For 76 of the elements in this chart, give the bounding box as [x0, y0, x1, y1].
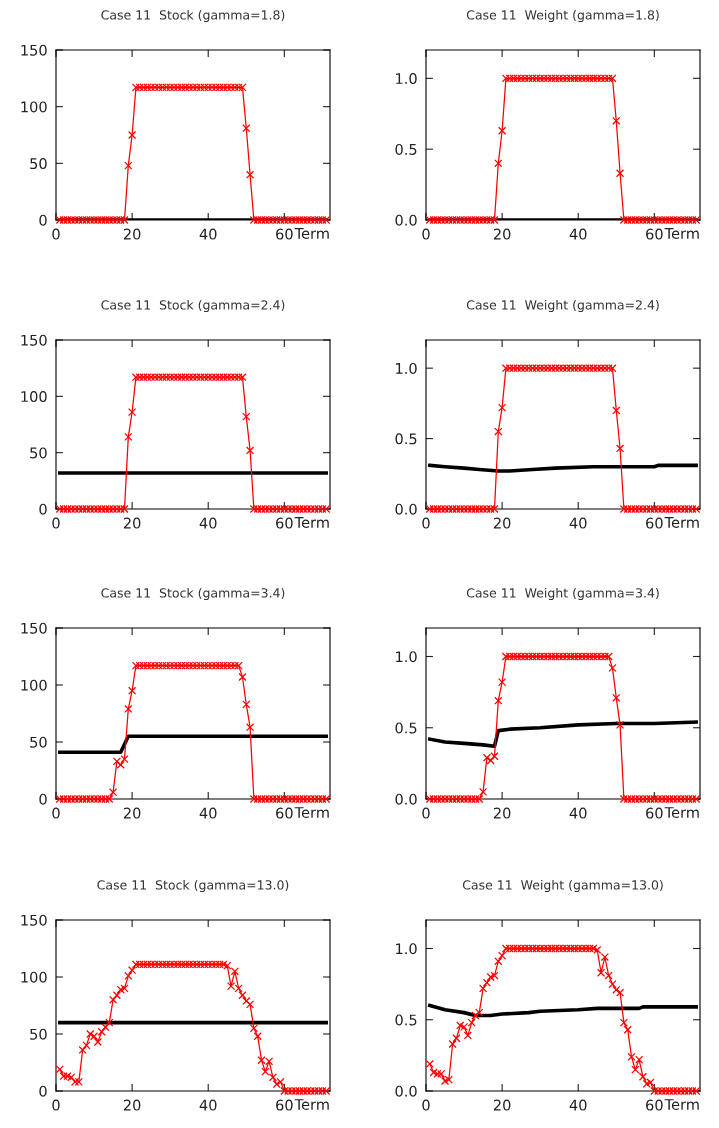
- x-tick-label: 40: [569, 517, 587, 529]
- x-tick-label: 60: [646, 228, 663, 240]
- chart-title: Case 11 Weight (gamma=13.0): [462, 879, 663, 893]
- x-axis-title: Term: [664, 807, 699, 818]
- x-axis-title: Term: [294, 1099, 329, 1110]
- x-tick-label: 0: [52, 807, 60, 819]
- y-tick-label: 0.0: [395, 793, 417, 805]
- x-tick-label: 40: [199, 517, 217, 529]
- y-tick-label: 0: [39, 503, 47, 515]
- x-tick-label: 60: [646, 517, 663, 529]
- chart-title: Case 11 Weight (gamma=2.4): [466, 299, 659, 313]
- x-tick-label: 40: [199, 807, 217, 819]
- y-tick-label: 0: [39, 1085, 47, 1097]
- x-tick-label: 40: [569, 228, 587, 240]
- x-tick-label: 20: [493, 1099, 511, 1111]
- y-tick-label: 150: [21, 334, 47, 346]
- x-tick-label: 40: [569, 807, 587, 819]
- x-axis-title: Term: [294, 517, 329, 528]
- y-tick-label: 0.0: [395, 503, 417, 515]
- x-tick-label: 40: [199, 1099, 217, 1111]
- y-tick-label: 1.0: [396, 943, 417, 955]
- y-tick-label: 50: [30, 736, 47, 748]
- x-tick-label: 60: [276, 517, 293, 529]
- x-tick-label: 60: [276, 807, 293, 819]
- y-tick-label: 0: [39, 793, 47, 805]
- x-axis-title: Term: [294, 807, 329, 818]
- y-tick-label: 50: [30, 447, 47, 459]
- x-tick-label: 20: [123, 807, 141, 819]
- y-tick-label: 50: [30, 158, 47, 170]
- chart-title: Case 11 Stock (gamma=13.0): [97, 879, 289, 893]
- x-tick-label: 20: [123, 517, 141, 529]
- y-tick-label: 1.0: [396, 73, 417, 85]
- chart-title: Case 11 Stock (gamma=1.8): [101, 9, 285, 23]
- x-axis-title: Term: [294, 228, 329, 239]
- y-tick-label: 1.0: [396, 362, 417, 374]
- y-tick-label: 0.5: [395, 1014, 417, 1026]
- chart-title: Case 11 Stock (gamma=3.4): [101, 587, 285, 601]
- y-tick-label: 150: [21, 622, 47, 634]
- x-tick-label: 40: [569, 1099, 587, 1111]
- x-tick-label: 0: [52, 517, 60, 529]
- x-axis-title: Term: [664, 517, 699, 528]
- x-tick-label: 60: [646, 807, 663, 819]
- x-tick-label: 0: [52, 228, 60, 240]
- x-tick-label: 20: [123, 1099, 141, 1111]
- x-axis-title: Term: [664, 228, 699, 239]
- y-tick-label: 100: [21, 101, 47, 113]
- y-tick-label: 0: [39, 214, 47, 226]
- y-tick-label: 0.5: [395, 433, 417, 445]
- x-tick-label: 20: [493, 517, 511, 529]
- x-tick-label: 20: [493, 807, 511, 819]
- x-tick-label: 60: [276, 228, 293, 240]
- y-tick-label: 0.0: [395, 1085, 417, 1097]
- y-tick-label: 1.0: [396, 651, 417, 663]
- y-tick-label: 100: [21, 679, 47, 691]
- chart-title: Case 11 Stock (gamma=2.4): [101, 299, 285, 313]
- y-tick-label: 0.5: [395, 143, 417, 155]
- x-tick-label: 60: [646, 1099, 663, 1111]
- chart-title: Case 11 Weight (gamma=3.4): [466, 587, 659, 601]
- x-tick-label: 60: [276, 1099, 293, 1111]
- chart-title: Case 11 Weight (gamma=1.8): [466, 9, 659, 23]
- y-tick-label: 0.5: [395, 722, 417, 734]
- y-tick-label: 150: [21, 44, 47, 56]
- x-tick-label: 40: [199, 228, 217, 240]
- x-tick-label: 0: [52, 1099, 60, 1111]
- y-tick-label: 0.0: [395, 214, 417, 226]
- y-tick-label: 100: [21, 971, 47, 983]
- x-tick-label: 0: [422, 1099, 430, 1111]
- x-tick-label: 20: [493, 228, 511, 240]
- x-tick-label: 0: [422, 228, 430, 240]
- x-axis-title: Term: [664, 1099, 699, 1110]
- y-tick-label: 100: [21, 391, 47, 403]
- y-tick-label: 150: [21, 914, 47, 926]
- x-tick-label: 20: [123, 228, 141, 240]
- x-tick-label: 0: [422, 517, 430, 529]
- y-tick-label: 50: [30, 1028, 47, 1040]
- x-tick-label: 0: [422, 807, 430, 819]
